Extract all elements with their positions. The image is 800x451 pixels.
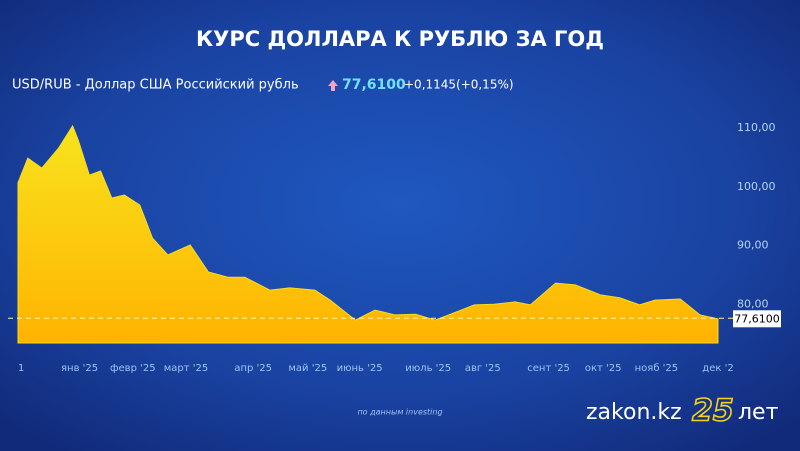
x-tick-label: май '25 <box>288 363 327 374</box>
up-arrow <box>328 80 338 91</box>
area <box>17 124 719 344</box>
y-tick-label: 110,00 <box>737 121 776 134</box>
x-tick-label: дек '2 <box>702 363 733 374</box>
source: по данным investing <box>357 408 442 417</box>
chart-title: КУРС ДОЛЛАРА К РУБЛЮ ЗА ГОД <box>196 27 604 51</box>
x-tick-label: июнь '25 <box>337 363 383 374</box>
y-tick-label: 90,00 <box>737 239 769 252</box>
change: +0,1145 <box>404 78 456 92</box>
current-box <box>733 310 781 328</box>
x-tick-label: март '25 <box>164 363 209 374</box>
x-tick-label: авг '25 <box>465 363 501 374</box>
logo-suffix: лет <box>738 400 779 425</box>
x-tick-label: 1 <box>18 363 24 374</box>
x-tick-label: окт '25 <box>585 363 622 374</box>
current-label: 77,6100 <box>734 312 780 325</box>
x-tick-label: апр '25 <box>234 363 272 374</box>
x-tick-label: нояб '25 <box>635 363 679 374</box>
x-tick-label: янв '25 <box>61 363 98 374</box>
x-tick-label: февр '25 <box>110 363 156 374</box>
price: 77,6100 <box>342 77 406 93</box>
y-tick-label: 100,00 <box>737 180 776 193</box>
logo-number: 25 <box>692 394 734 429</box>
x-tick-label: сент '25 <box>527 363 570 374</box>
pair: USD/RUB - Доллар США Российский рубль <box>12 78 299 93</box>
logo-name: zakon.kz <box>586 400 682 425</box>
change-pct: (+0,15%) <box>456 78 514 92</box>
y-tick-label: 80,00 <box>737 297 769 310</box>
x-tick-label: июль '25 <box>405 363 451 374</box>
